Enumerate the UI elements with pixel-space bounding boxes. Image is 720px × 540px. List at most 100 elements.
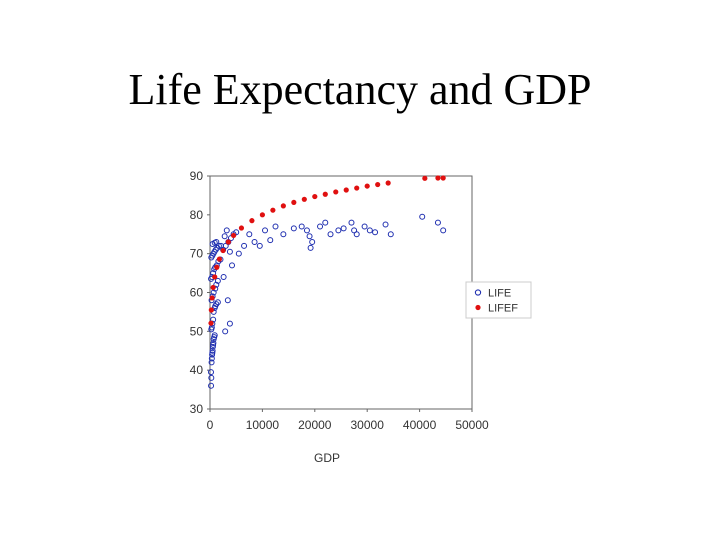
x-axis: 0 10000 20000 30000 40000 50000 [207, 409, 489, 432]
life-point [214, 299, 221, 306]
x-tick-label: 40000 [403, 418, 437, 432]
life-point [246, 231, 253, 238]
legend-label-lifef: LIFEF [488, 303, 518, 315]
life-point [224, 297, 231, 304]
life-point [208, 382, 215, 389]
plot-frame [209, 175, 473, 410]
life-point [361, 223, 368, 230]
life-point [322, 219, 329, 226]
life-point [372, 229, 379, 236]
life-point [290, 225, 297, 232]
lifef-point [440, 175, 446, 181]
y-tick-label: 40 [190, 363, 204, 377]
lifef-point [422, 175, 428, 181]
life-point [340, 225, 347, 232]
life-point [307, 244, 314, 251]
life-point [335, 227, 342, 234]
lifef-point [333, 189, 339, 195]
x-tick-label: 30000 [351, 418, 385, 432]
life-point [317, 223, 324, 230]
life-point [262, 227, 269, 234]
lifef-point [238, 225, 245, 231]
lifef-point [208, 307, 214, 313]
y-tick-label: 70 [190, 247, 204, 261]
x-tick-label: 10000 [246, 418, 280, 432]
life-point [208, 369, 214, 376]
lifef-point [216, 256, 223, 262]
life-point [382, 221, 389, 228]
lifef-point [375, 181, 381, 188]
x-tick-label: 20000 [298, 418, 332, 432]
y-tick-label: 90 [190, 169, 204, 183]
lifef-point [385, 180, 391, 186]
y-tick-label: 30 [190, 402, 204, 416]
lifef-point [301, 196, 307, 202]
life-point [434, 219, 441, 226]
life-point [213, 239, 220, 246]
life-point [353, 231, 360, 238]
x-tick-label: 0 [207, 418, 214, 432]
life-point [222, 328, 229, 335]
x-axis-label: GDP [314, 451, 340, 465]
life-point [223, 227, 230, 234]
life-point [233, 229, 240, 236]
life-point [221, 233, 228, 240]
life-point [241, 242, 248, 249]
slide-title: Life Expectancy and GDP [128, 65, 592, 114]
life-point [298, 223, 305, 230]
lifef-point [270, 207, 276, 213]
y-tick-label: 60 [190, 286, 204, 300]
life-point [387, 231, 394, 238]
life-point [251, 239, 258, 246]
lifef-point [212, 274, 218, 280]
life-point [208, 374, 215, 381]
lifef-point [291, 199, 297, 206]
lifef-point [322, 191, 328, 197]
lifef-point [249, 218, 255, 224]
lifef-point [230, 232, 237, 239]
life-point [211, 332, 218, 339]
life-point [419, 213, 426, 220]
life-point [440, 227, 447, 234]
lifef-point [354, 185, 360, 191]
life-point [348, 219, 355, 226]
life-point [208, 355, 215, 362]
y-axis: 30 40 50 60 70 80 90 [190, 169, 210, 416]
life-point [327, 231, 334, 238]
life-point [226, 320, 233, 327]
lifef-point [343, 187, 349, 193]
lifef-point [259, 212, 265, 218]
lifef-point [280, 203, 286, 209]
life-point [226, 248, 233, 255]
life-point [210, 289, 217, 296]
life-point [256, 242, 263, 249]
legend-label-life: LIFE [488, 288, 511, 300]
life-point [366, 227, 373, 234]
life-point [220, 273, 227, 280]
life-point [272, 223, 279, 230]
legend-marker-life [474, 289, 482, 296]
life-point [280, 231, 287, 238]
lifef-point [209, 295, 215, 301]
life-point [306, 233, 313, 240]
lifef-point [220, 247, 226, 254]
y-tick-label: 50 [190, 324, 204, 338]
lifef-point [214, 264, 220, 270]
life-point [210, 339, 217, 346]
life-point [309, 239, 316, 246]
life-point [267, 237, 274, 244]
legend: LIFE LIFEF [465, 281, 532, 319]
lifef-point [208, 320, 214, 326]
lifef-point [435, 175, 441, 181]
life-point [208, 359, 215, 366]
y-tick-label: 80 [190, 208, 204, 222]
life-point [229, 262, 236, 269]
x-tick-label: 50000 [455, 418, 489, 432]
lifef-point [312, 193, 318, 200]
life-point [209, 347, 216, 354]
life-point [213, 281, 220, 288]
legend-marker-lifef [475, 304, 481, 311]
lifef-point [364, 183, 370, 189]
legend-box [465, 281, 532, 319]
